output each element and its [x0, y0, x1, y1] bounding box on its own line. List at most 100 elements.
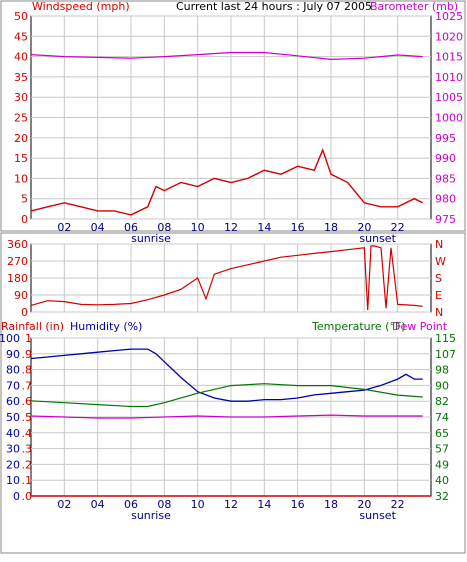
temperature-tick-label: 98 [435, 364, 449, 377]
rainfall-tick-label: .8 [22, 364, 33, 377]
humidity-tick-label: 40 [6, 427, 20, 440]
temperature-tick-label: 65 [435, 427, 449, 440]
barometer-tick-label: 1020 [435, 30, 463, 43]
temperature-tick-label: 107 [435, 348, 456, 361]
direction-degree-tick-label: 270 [7, 255, 28, 268]
hour-tick-label: 06 [124, 221, 138, 234]
rainfall-tick-label: .5 [22, 411, 33, 424]
hour-tick-label: 18 [324, 221, 338, 234]
hour-tick-label: 10 [191, 498, 205, 511]
temperature-series-line [30, 383, 423, 408]
bottom-panel-frame [0, 232, 466, 554]
humidity-tick-label: 30 [6, 443, 20, 456]
hour-tick-label: 02 [57, 221, 71, 234]
temperature-tick-label: 49 [435, 458, 449, 471]
sunset-marker-label: sunset [359, 232, 396, 245]
direction-degree-tick-label: 360 [7, 238, 28, 251]
dewpoint-axis-title: Dew Point [392, 320, 448, 333]
rainfall-tick-label: .3 [22, 443, 33, 456]
windspeed-tick-label: 30 [14, 91, 28, 104]
rainfall-tick-label: .9 [22, 348, 33, 361]
barometer-tick-label: 1000 [435, 112, 463, 125]
rainfall-tick-label: .6 [22, 395, 33, 408]
direction-compass-tick-label: S [435, 272, 442, 285]
humidity-series-line [30, 348, 423, 402]
direction-compass-tick-label: W [435, 255, 446, 268]
windspeed-series-line [30, 148, 424, 216]
windspeed-tick-label: 25 [14, 112, 28, 125]
rainfall-tick-label: 1 [25, 332, 32, 345]
humidity-tick-label: 90 [6, 348, 20, 361]
barometer-tick-label: 1025 [435, 10, 463, 23]
windspeed-tick-label: 35 [14, 71, 28, 84]
rainfall-tick-label: .7 [22, 379, 33, 392]
hour-tick-label: 08 [157, 498, 171, 511]
hour-tick-label: 22 [391, 221, 405, 234]
hour-tick-label: 16 [291, 498, 305, 511]
wind-direction-series-line [30, 245, 423, 311]
barometer-tick-label: 990 [435, 152, 456, 165]
rainfall-tick-label: .4 [22, 427, 33, 440]
hour-tick-label: 10 [191, 221, 205, 234]
windspeed-tick-label: 40 [14, 51, 28, 64]
windspeed-tick-label: 0 [21, 213, 28, 226]
barometer-tick-label: 1015 [435, 51, 463, 64]
hour-tick-label: 02 [57, 498, 71, 511]
temperature-tick-label: 74 [435, 411, 449, 424]
hour-tick-label: 20 [357, 221, 371, 234]
humidity-axis-title: Humidity (%) [70, 320, 142, 333]
barometer-axis-title: Barometer (mb) [370, 0, 458, 13]
hour-tick-label: 04 [91, 221, 105, 234]
rainfall-tick-label: .2 [22, 458, 33, 471]
rainfall-tick-label: .1 [22, 474, 33, 487]
hour-tick-label: 18 [324, 498, 338, 511]
windspeed-tick-label: 10 [14, 172, 28, 185]
hour-tick-label: 04 [91, 498, 105, 511]
direction-degree-tick-label: 0 [21, 306, 28, 319]
barometer-tick-label: 1010 [435, 71, 463, 84]
hour-tick-label: 22 [391, 498, 405, 511]
humidity-tick-label: 60 [6, 395, 20, 408]
humidity-tick-label: 50 [6, 411, 20, 424]
barometer-tick-label: 985 [435, 172, 456, 185]
windspeed-tick-label: 15 [14, 152, 28, 165]
temperature-tick-label: 32 [435, 490, 449, 503]
direction-compass-tick-label: N [435, 238, 443, 251]
humidity-tick-label: 10 [6, 474, 20, 487]
temperature-tick-label: 57 [435, 443, 449, 456]
direction-degree-tick-label: 180 [7, 272, 28, 285]
barometer-tick-label: 975 [435, 213, 456, 226]
windspeed-tick-label: 20 [14, 132, 28, 145]
barometer-tick-label: 995 [435, 132, 456, 145]
humidity-tick-label: 80 [6, 364, 20, 377]
hour-tick-label: 12 [224, 498, 238, 511]
sunrise-marker-label: sunrise [131, 232, 171, 245]
windspeed-tick-label: 5 [21, 193, 28, 206]
rainfall-tick-label: .0 [22, 490, 33, 503]
direction-compass-tick-label: E [435, 289, 442, 302]
series-layer [30, 51, 431, 497]
windspeed-tick-label: 45 [14, 30, 28, 43]
hour-tick-label: 12 [224, 221, 238, 234]
hour-tick-label: 16 [291, 221, 305, 234]
windspeed-tick-label: 50 [14, 10, 28, 23]
dewpoint-series-line [30, 414, 423, 419]
hour-tick-label: 06 [124, 498, 138, 511]
windspeed-axis-title: Windspeed (mph) [32, 0, 130, 13]
chart-title: Current last 24 hours : July 07 2005 [176, 0, 372, 13]
direction-degree-tick-label: 90 [14, 289, 28, 302]
barometer-tick-label: 980 [435, 193, 456, 206]
top-panel-frame [0, 0, 466, 232]
temperature-tick-label: 115 [435, 332, 456, 345]
hour-tick-label: 14 [257, 221, 271, 234]
humidity-tick-label: 100 [0, 332, 20, 345]
sunset-marker-label: sunset [359, 509, 396, 522]
hour-tick-label: 08 [157, 221, 171, 234]
hour-tick-label: 14 [257, 498, 271, 511]
barometer-tick-label: 1005 [435, 91, 463, 104]
humidity-tick-label: 0 [13, 490, 20, 503]
sunrise-marker-label: sunrise [131, 509, 171, 522]
hour-tick-label: 20 [357, 498, 371, 511]
